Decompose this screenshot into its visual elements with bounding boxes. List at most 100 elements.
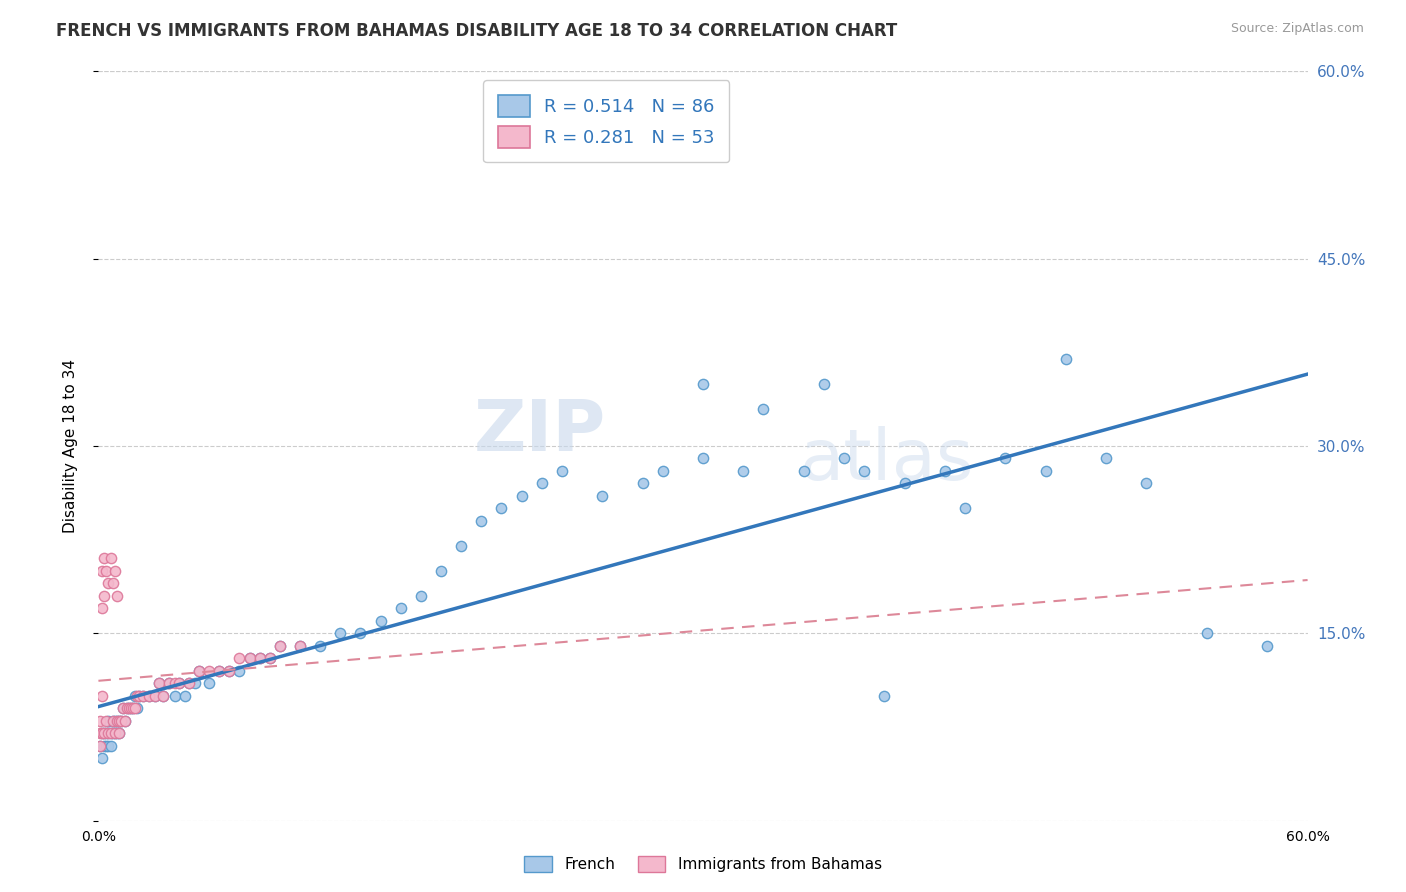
Point xyxy=(97,726,120,740)
Text: Source: ZipAtlas.com: Source: ZipAtlas.com xyxy=(1230,22,1364,36)
Point xyxy=(93,726,115,740)
Point xyxy=(269,639,291,653)
Point xyxy=(692,451,714,466)
Point xyxy=(143,689,166,703)
Point xyxy=(101,576,124,591)
Point xyxy=(148,676,170,690)
Point xyxy=(198,676,221,690)
Point xyxy=(110,714,132,728)
Point xyxy=(167,676,190,690)
Point xyxy=(259,651,281,665)
Point xyxy=(813,376,835,391)
Point xyxy=(103,726,125,740)
Point xyxy=(124,701,146,715)
Point xyxy=(128,689,150,703)
Point xyxy=(138,689,160,703)
Point xyxy=(832,451,855,466)
Text: atlas: atlas xyxy=(800,426,974,495)
Point xyxy=(100,726,122,740)
Point xyxy=(148,676,170,690)
Point xyxy=(179,676,201,690)
Point xyxy=(249,651,271,665)
Point xyxy=(110,714,132,728)
Point xyxy=(97,576,120,591)
Text: FRENCH VS IMMIGRANTS FROM BAHAMAS DISABILITY AGE 18 TO 34 CORRELATION CHART: FRENCH VS IMMIGRANTS FROM BAHAMAS DISABI… xyxy=(56,22,897,40)
Legend: French, Immigrants from Bahamas: French, Immigrants from Bahamas xyxy=(516,848,890,880)
Y-axis label: Disability Age 18 to 34: Disability Age 18 to 34 xyxy=(63,359,77,533)
Point xyxy=(91,726,114,740)
Point xyxy=(349,626,371,640)
Point xyxy=(121,701,143,715)
Point xyxy=(239,651,262,665)
Point xyxy=(152,689,174,703)
Point xyxy=(269,639,291,653)
Point xyxy=(96,564,118,578)
Point xyxy=(101,726,124,740)
Point xyxy=(692,376,714,391)
Point xyxy=(179,676,201,690)
Point xyxy=(89,739,111,753)
Point xyxy=(91,564,114,578)
Point xyxy=(853,464,876,478)
Point xyxy=(218,664,240,678)
Point xyxy=(651,464,673,478)
Point xyxy=(93,739,115,753)
Point xyxy=(114,714,136,728)
Point xyxy=(1095,451,1118,466)
Point xyxy=(288,639,311,653)
Point xyxy=(631,476,654,491)
Point xyxy=(188,664,211,678)
Text: ZIP: ZIP xyxy=(474,397,606,466)
Point xyxy=(198,664,221,678)
Point xyxy=(105,714,128,728)
Point xyxy=(111,701,134,715)
Point xyxy=(157,676,180,690)
Point xyxy=(115,701,138,715)
Point xyxy=(873,689,896,703)
Point xyxy=(118,701,141,715)
Point xyxy=(120,701,142,715)
Point xyxy=(953,501,976,516)
Point xyxy=(101,714,124,728)
Point xyxy=(97,726,120,740)
Point xyxy=(124,689,146,703)
Point xyxy=(1035,464,1057,478)
Point xyxy=(288,639,311,653)
Point xyxy=(103,714,125,728)
Point xyxy=(89,714,111,728)
Legend: R = 0.514   N = 86, R = 0.281   N = 53: R = 0.514 N = 86, R = 0.281 N = 53 xyxy=(484,80,730,162)
Point xyxy=(994,451,1017,466)
Point xyxy=(114,714,136,728)
Point xyxy=(100,739,122,753)
Point xyxy=(228,664,250,678)
Point xyxy=(551,464,574,478)
Point xyxy=(121,701,143,715)
Point xyxy=(1256,639,1278,653)
Point xyxy=(188,664,211,678)
Point xyxy=(143,689,166,703)
Point xyxy=(107,726,129,740)
Point xyxy=(530,476,553,491)
Point xyxy=(96,714,118,728)
Point xyxy=(96,739,118,753)
Point xyxy=(100,551,122,566)
Point xyxy=(105,589,128,603)
Point xyxy=(125,689,148,703)
Point xyxy=(120,701,142,715)
Point xyxy=(118,701,141,715)
Point xyxy=(91,689,114,703)
Point xyxy=(370,614,392,628)
Point xyxy=(125,701,148,715)
Point xyxy=(893,476,915,491)
Point xyxy=(259,651,281,665)
Point xyxy=(93,726,115,740)
Point xyxy=(510,489,533,503)
Point xyxy=(1195,626,1218,640)
Point xyxy=(409,589,432,603)
Point xyxy=(208,664,231,678)
Point xyxy=(239,651,262,665)
Point xyxy=(228,651,250,665)
Point xyxy=(389,601,412,615)
Point xyxy=(793,464,815,478)
Point xyxy=(89,726,111,740)
